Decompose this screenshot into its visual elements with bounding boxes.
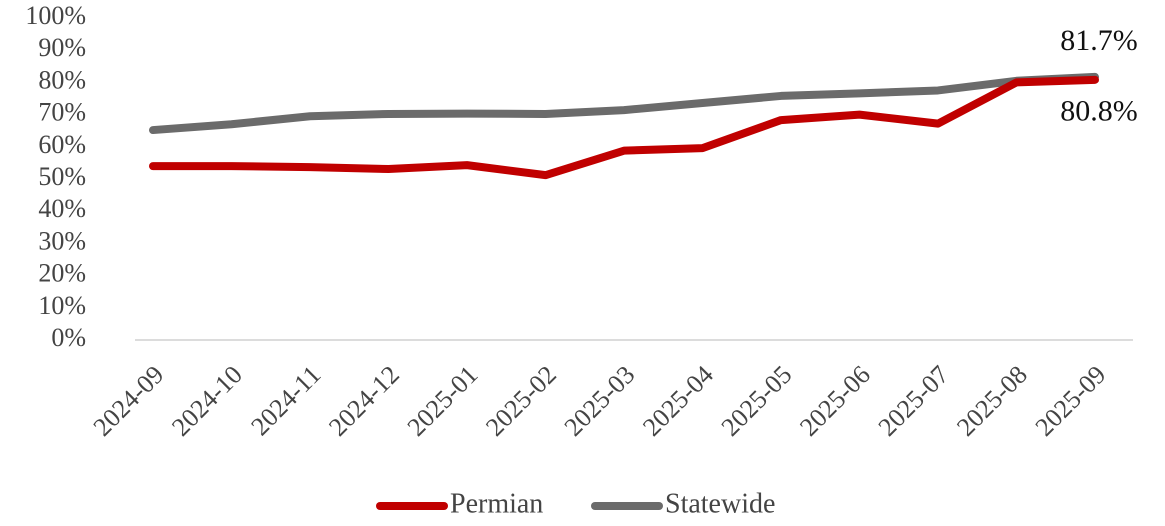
y-tick-label: 60%	[38, 130, 86, 159]
x-tick-label: 2024-12	[323, 360, 405, 442]
value-label: 81.7%	[1060, 24, 1138, 57]
x-tick-label: 2024-09	[88, 360, 170, 442]
y-tick-label: 20%	[38, 259, 86, 288]
value-label: 80.8%	[1060, 95, 1138, 128]
y-tick-label: 10%	[38, 291, 86, 320]
y-tick-label: 30%	[38, 226, 86, 255]
x-tick-label: 2025-02	[480, 360, 562, 442]
x-tick-label: 2025-05	[716, 360, 798, 442]
x-tick-label: 2025-08	[951, 360, 1033, 442]
y-tick-label: 70%	[38, 98, 86, 127]
x-tick-label: 2024-10	[166, 360, 248, 442]
x-tick-label: 2025-03	[559, 360, 641, 442]
y-tick-label: 0%	[51, 323, 86, 352]
y-tick-label: 90%	[38, 33, 86, 62]
y-tick-label: 40%	[38, 194, 86, 223]
x-tick-label: 2025-01	[402, 360, 484, 442]
x-tick-label: 2025-09	[1030, 360, 1112, 442]
series-line	[149, 75, 1099, 180]
legend-label: Statewide	[665, 488, 775, 519]
legend-label: Permian	[450, 488, 543, 519]
y-tick-label: 50%	[38, 162, 86, 191]
series-line	[149, 72, 1099, 135]
y-tick-label: 80%	[38, 65, 86, 94]
x-tick-label: 2024-11	[245, 360, 326, 441]
x-tick-label: 2025-06	[794, 360, 876, 442]
x-tick-label: 2025-07	[873, 360, 955, 442]
y-tick-label: 100%	[25, 1, 86, 30]
x-tick-label: 2025-04	[637, 360, 719, 442]
